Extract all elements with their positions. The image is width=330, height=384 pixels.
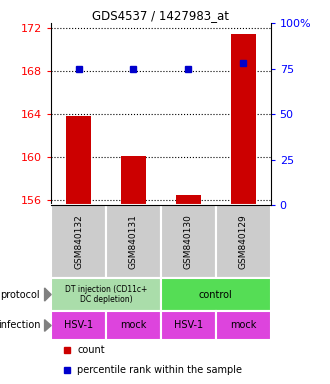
Text: HSV-1: HSV-1: [174, 321, 203, 331]
Polygon shape: [45, 319, 51, 331]
Bar: [51, 205, 106, 278]
Bar: [121, 156, 146, 205]
Bar: [161, 205, 216, 278]
Bar: [231, 34, 255, 205]
Bar: [51, 278, 161, 311]
Text: HSV-1: HSV-1: [64, 321, 93, 331]
Bar: [106, 205, 161, 278]
Bar: [216, 311, 271, 340]
Text: GSM840129: GSM840129: [239, 214, 248, 269]
Text: percentile rank within the sample: percentile rank within the sample: [78, 365, 243, 375]
Bar: [51, 311, 106, 340]
Text: DT injection (CD11c+
DC depletion): DT injection (CD11c+ DC depletion): [65, 285, 147, 304]
Bar: [66, 116, 91, 205]
Text: GSM840131: GSM840131: [129, 214, 138, 269]
Bar: [161, 311, 216, 340]
Bar: [176, 195, 201, 205]
Text: mock: mock: [230, 321, 256, 331]
Bar: [216, 205, 271, 278]
Polygon shape: [45, 288, 51, 301]
Text: GSM840132: GSM840132: [74, 214, 83, 269]
Bar: [161, 278, 271, 311]
Text: GSM840130: GSM840130: [184, 214, 193, 269]
Text: protocol: protocol: [1, 290, 40, 300]
Text: control: control: [199, 290, 233, 300]
Text: mock: mock: [120, 321, 147, 331]
Text: count: count: [78, 345, 105, 355]
Text: infection: infection: [0, 321, 40, 331]
Title: GDS4537 / 1427983_at: GDS4537 / 1427983_at: [92, 9, 229, 22]
Bar: [106, 311, 161, 340]
